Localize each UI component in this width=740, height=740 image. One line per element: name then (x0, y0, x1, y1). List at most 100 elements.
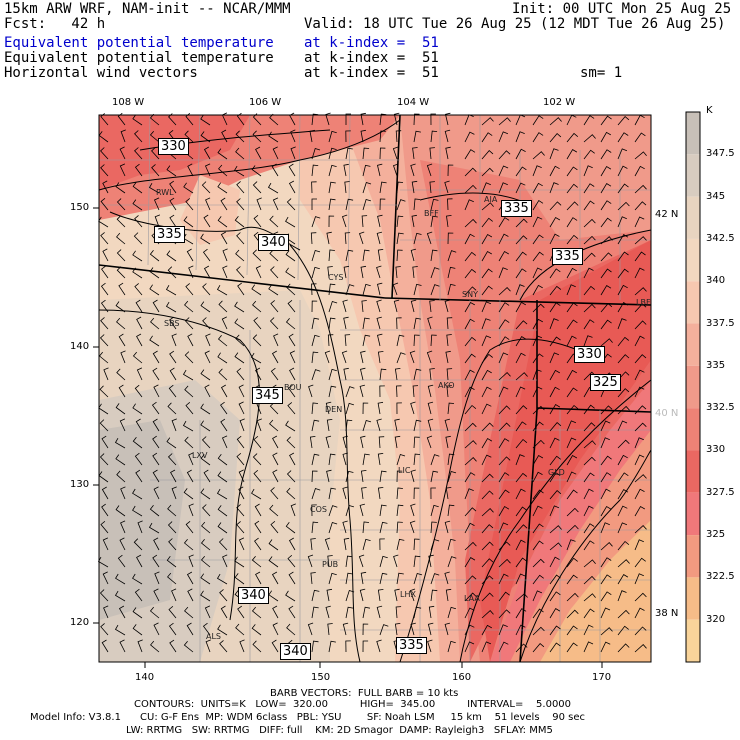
wind-barb (532, 505, 543, 517)
wind-barb (100, 299, 109, 313)
wind-barb (149, 267, 160, 279)
wind-barb (328, 283, 336, 296)
wind-barb (217, 505, 228, 517)
wind-barb (328, 505, 338, 517)
wind-barb (426, 163, 433, 177)
wind-barb (153, 486, 160, 500)
station-ako: AKO (438, 381, 455, 390)
wind-barb (187, 588, 194, 602)
wind-barb (447, 538, 456, 551)
wind-barb (583, 575, 596, 585)
wind-barb (583, 285, 596, 296)
wind-barb (549, 642, 561, 653)
wind-barb (376, 605, 383, 619)
wind-barb (464, 472, 476, 483)
wind-barb (270, 300, 279, 313)
wind-barb (600, 455, 612, 466)
wind-barb (250, 352, 262, 364)
wind-barb (481, 369, 492, 381)
lon-label-102: 102 W (543, 97, 576, 108)
wind-barb (464, 167, 477, 177)
wind-barb (217, 624, 228, 636)
wind-barb (396, 232, 404, 245)
wind-barb (549, 318, 559, 330)
wind-barb (344, 334, 351, 347)
wind-barb (203, 146, 211, 160)
colorbar-swatch (686, 535, 700, 578)
wind-barb (413, 334, 420, 347)
wind-barb (133, 538, 143, 551)
wind-barb (151, 147, 160, 160)
wind-barb (116, 317, 126, 330)
wind-barb (149, 249, 160, 262)
wind-barb (566, 387, 578, 398)
wind-barb (410, 469, 416, 483)
wind-barb (136, 367, 143, 381)
wind-barb (342, 452, 348, 466)
wind-barb (447, 250, 457, 262)
wind-barb (549, 591, 561, 602)
wind-barb (268, 556, 279, 568)
wind-barb (426, 231, 433, 245)
wind-barb (116, 266, 126, 279)
wind-barb (464, 641, 475, 653)
wind-barb (447, 164, 454, 177)
wind-barb (515, 593, 528, 602)
wind-barb (119, 639, 126, 653)
wind-barb (566, 335, 577, 347)
colorbar-label: 327.5 (706, 486, 735, 498)
wind-barb (222, 248, 228, 262)
wind-barb (345, 419, 353, 432)
wind-barb (132, 114, 143, 126)
wind-barb (137, 639, 143, 653)
wind-barb (464, 557, 476, 568)
county-lines (99, 114, 651, 662)
wind-barb (99, 419, 109, 432)
wind-barb (222, 554, 228, 568)
wind-barb (153, 588, 160, 602)
wind-barb (289, 367, 296, 381)
wind-barb (464, 286, 477, 296)
colorbar-frame (685, 111, 701, 663)
wind-barb (116, 368, 126, 381)
colorbar-label: 325 (706, 529, 726, 541)
wind-barb (327, 555, 333, 568)
wind-barb (515, 573, 526, 585)
wind-barb (165, 284, 177, 296)
wind-barb (345, 147, 353, 160)
wind-barb (445, 435, 451, 449)
wind-barb (600, 165, 612, 177)
wind-barb (430, 249, 438, 262)
wind-barb (134, 384, 143, 398)
wind-barb (566, 574, 578, 585)
wind-barb (342, 435, 349, 449)
wind-barb (617, 234, 629, 245)
wind-barb (186, 622, 194, 636)
colorbar-label: 340 (706, 275, 726, 287)
wind-barb (100, 282, 109, 296)
wind-barb (184, 606, 194, 619)
wind-barb (252, 130, 262, 143)
wind-barb (341, 350, 348, 364)
wind-barb (362, 521, 370, 534)
wind-barb (360, 112, 366, 126)
wind-barb (481, 386, 492, 398)
wind-barb (464, 507, 477, 517)
wind-barb (515, 438, 528, 449)
wind-barb (498, 287, 511, 296)
wind-barb (634, 525, 647, 534)
wind-barb (149, 504, 160, 517)
wind-barb (362, 453, 370, 466)
wind-barb (600, 627, 613, 636)
wind-barb (152, 452, 160, 466)
wind-barb (327, 334, 334, 347)
wind-barb (464, 522, 475, 534)
wind-barb (251, 165, 262, 177)
wind-barb (394, 588, 400, 602)
wind-barb (120, 350, 126, 364)
wind-barb (532, 386, 543, 398)
wind-barb (120, 520, 126, 534)
wind-barb (216, 573, 228, 585)
wind-barb (186, 571, 194, 585)
wind-barb (362, 640, 369, 653)
